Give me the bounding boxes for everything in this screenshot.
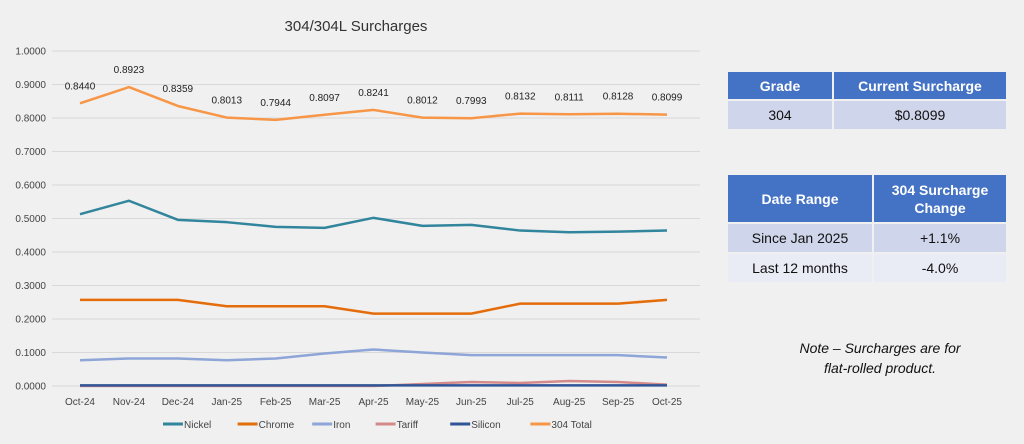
y-tick-label: 0.2000 [15, 315, 46, 326]
table-row: Last 12 months -4.0% [728, 254, 1006, 282]
y-tick-label: 0.9000 [15, 80, 46, 91]
data-label: 0.8359 [163, 84, 194, 95]
y-tick-label: 0.0000 [15, 382, 46, 393]
legend-label: 304 Total [551, 420, 591, 431]
data-label: 0.8111 [555, 92, 585, 103]
header-surcharge-change: 304 Surcharge Change [874, 175, 1006, 222]
data-label: 0.8128 [603, 92, 634, 103]
current-surcharge-table: Grade Current Surcharge 304 $0.8099 [726, 70, 1008, 131]
data-label: 0.8241 [358, 88, 389, 99]
x-tick-label: Oct-25 [652, 397, 682, 408]
change-cell: -4.0% [874, 254, 1006, 282]
table-row: 304 $0.8099 [728, 101, 1006, 129]
series-line-nickel [79, 199, 668, 234]
range-cell: Last 12 months [728, 254, 872, 282]
header-date-range: Date Range [728, 175, 872, 222]
surcharge-change-table: Date Range 304 Surcharge Change Since Jan… [726, 173, 1008, 284]
range-cell: Since Jan 2025 [728, 224, 872, 252]
data-label: 0.7944 [260, 98, 291, 109]
data-label: 0.8099 [652, 93, 683, 104]
note-line-2: flat-rolled product. [823, 360, 937, 376]
grade-cell: 304 [728, 101, 832, 129]
y-tick-label: 0.1000 [15, 348, 46, 359]
y-tick-label: 0.8000 [15, 114, 46, 125]
data-label: 0.8440 [65, 81, 96, 92]
legend-label: Tariff [397, 420, 419, 431]
chart-title: 304/304L Surcharges [285, 18, 428, 35]
x-tick-label: Jun-25 [456, 397, 487, 408]
legend-label: Nickel [184, 420, 211, 431]
y-tick-label: 0.6000 [15, 181, 46, 192]
x-tick-label: Dec-24 [162, 397, 195, 408]
x-tick-label: Feb-25 [260, 397, 292, 408]
x-tick-label: Sep-25 [602, 397, 635, 408]
data-label: 0.8012 [407, 96, 438, 107]
y-tick-label: 0.3000 [15, 281, 46, 292]
x-tick-label: Jan-25 [211, 397, 242, 408]
change-cell: +1.1% [874, 224, 1006, 252]
legend-label: Silicon [471, 420, 500, 431]
legend-label: Chrome [259, 420, 295, 431]
surcharge-cell: $0.8099 [834, 101, 1006, 129]
series-line-304-total [79, 85, 668, 122]
table-row: Since Jan 2025 +1.1% [728, 224, 1006, 252]
surcharge-line-chart: 304/304L Surcharges 0.0000 0.1000 0.2000 0.… [15, 18, 700, 431]
header-current-surcharge: Current Surcharge [834, 72, 1006, 99]
y-tick-label: 0.7000 [15, 147, 46, 158]
legend-label: Iron [333, 420, 350, 431]
x-tick-label: Nov-24 [113, 397, 146, 408]
y-tick-label: 0.5000 [15, 214, 46, 225]
y-tick-label: 1.0000 [15, 47, 46, 58]
data-label: 0.8097 [309, 93, 340, 104]
data-label: 0.8923 [114, 65, 145, 76]
header-grade: Grade [728, 72, 832, 99]
x-tick-label: Apr-25 [358, 397, 388, 408]
x-tick-label: Oct-24 [65, 397, 95, 408]
data-label: 0.8132 [505, 92, 536, 103]
data-label: 0.7993 [456, 96, 487, 107]
note-text: Note – Surcharges are for flat-rolled pr… [740, 338, 1020, 378]
note-line-1: Note – Surcharges are for [799, 340, 961, 356]
x-tick-label: Mar-25 [309, 397, 341, 408]
x-tick-label: Aug-25 [553, 397, 586, 408]
series-line-iron [79, 348, 668, 362]
x-tick-label: Jul-25 [507, 397, 535, 408]
series-line-chrome [80, 298, 668, 315]
y-tick-label: 0.4000 [15, 248, 46, 259]
data-label: 0.8013 [211, 96, 242, 107]
x-tick-label: May-25 [406, 397, 440, 408]
